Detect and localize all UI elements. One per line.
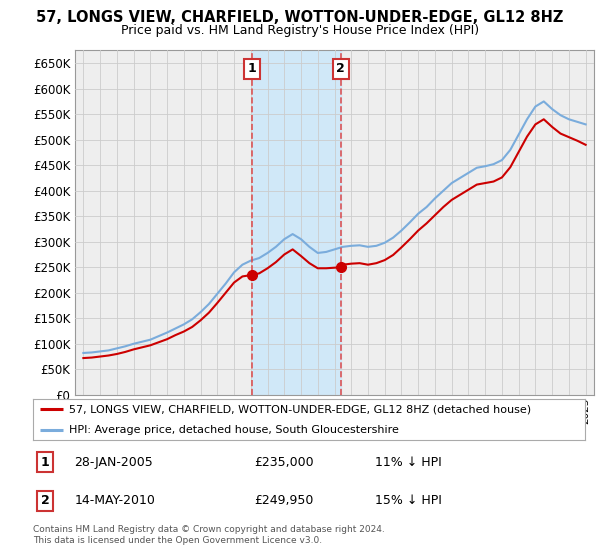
Text: £249,950: £249,950 (254, 494, 313, 507)
Text: 11% ↓ HPI: 11% ↓ HPI (375, 456, 442, 469)
Bar (252, 50, 341, 395)
Text: Price paid vs. HM Land Registry's House Price Index (HPI): Price paid vs. HM Land Registry's House … (121, 24, 479, 36)
Text: 14-MAY-2010: 14-MAY-2010 (74, 494, 155, 507)
Text: HPI: Average price, detached house, South Gloucestershire: HPI: Average price, detached house, Sout… (69, 424, 399, 435)
Text: 57, LONGS VIEW, CHARFIELD, WOTTON-UNDER-EDGE, GL12 8HZ: 57, LONGS VIEW, CHARFIELD, WOTTON-UNDER-… (37, 10, 563, 25)
Text: 1: 1 (248, 63, 257, 76)
Text: 15% ↓ HPI: 15% ↓ HPI (375, 494, 442, 507)
Text: Contains HM Land Registry data © Crown copyright and database right 2024.
This d: Contains HM Land Registry data © Crown c… (33, 525, 385, 545)
Text: 2: 2 (337, 63, 345, 76)
Text: 1: 1 (41, 456, 50, 469)
Text: 28-JAN-2005: 28-JAN-2005 (74, 456, 153, 469)
Text: £235,000: £235,000 (254, 456, 313, 469)
Text: 57, LONGS VIEW, CHARFIELD, WOTTON-UNDER-EDGE, GL12 8HZ (detached house): 57, LONGS VIEW, CHARFIELD, WOTTON-UNDER-… (69, 404, 531, 414)
Text: 2: 2 (41, 494, 50, 507)
